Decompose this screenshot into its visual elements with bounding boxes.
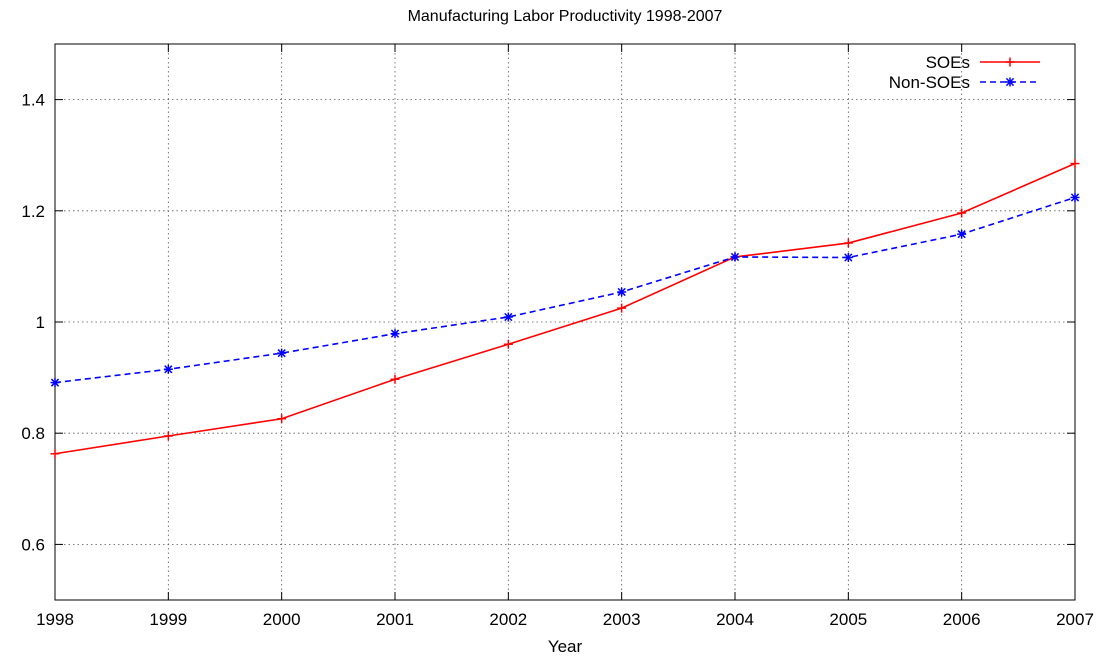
legend-marker bbox=[1005, 57, 1015, 67]
y-tick-label: 0.6 bbox=[21, 535, 45, 554]
legend-marker bbox=[1005, 77, 1015, 87]
x-tick-label: 2003 bbox=[603, 610, 641, 629]
x-tick-label: 2001 bbox=[376, 610, 414, 629]
data-point bbox=[843, 238, 853, 248]
data-point bbox=[617, 287, 627, 297]
data-point bbox=[503, 339, 513, 349]
legend-label: Non-SOEs bbox=[889, 73, 970, 92]
y-tick-label: 1 bbox=[36, 313, 45, 332]
data-point bbox=[163, 364, 173, 374]
data-point bbox=[730, 252, 740, 262]
grid bbox=[55, 44, 1075, 600]
legend-item: SOEs bbox=[926, 53, 1040, 72]
series-non-soes bbox=[50, 192, 1080, 388]
chart-title: Manufacturing Labor Productivity 1998-20… bbox=[408, 8, 723, 25]
data-point bbox=[957, 229, 967, 239]
x-tick-label: 2007 bbox=[1056, 610, 1094, 629]
series bbox=[50, 159, 1080, 459]
data-point bbox=[277, 414, 287, 424]
data-point bbox=[390, 374, 400, 384]
x-axis-title: Year bbox=[548, 637, 583, 656]
data-point bbox=[957, 208, 967, 218]
data-point bbox=[1070, 159, 1080, 169]
x-tick-label: 2004 bbox=[716, 610, 754, 629]
legend-item: Non-SOEs bbox=[889, 73, 1040, 92]
legend-label: SOEs bbox=[926, 53, 970, 72]
y-tick-label: 1.4 bbox=[21, 91, 45, 110]
data-point bbox=[163, 431, 173, 441]
data-point bbox=[50, 449, 60, 459]
x-tick-label: 2005 bbox=[829, 610, 867, 629]
x-tick-label: 2002 bbox=[489, 610, 527, 629]
x-tick-label: 2006 bbox=[943, 610, 981, 629]
x-tick-label: 2000 bbox=[263, 610, 301, 629]
series-line bbox=[54, 196, 1076, 384]
x-tick-label: 1998 bbox=[36, 610, 74, 629]
y-tick-label: 0.8 bbox=[21, 424, 45, 443]
data-point bbox=[503, 312, 513, 322]
data-point bbox=[1070, 192, 1080, 202]
ticks: 1998 1999 2000 2001 2002 2003 2004 2005 2006 2007… bbox=[21, 44, 1094, 629]
series-line bbox=[54, 162, 1076, 455]
x-tick-label: 1999 bbox=[149, 610, 187, 629]
data-point bbox=[843, 253, 853, 263]
y-tick-label: 1.2 bbox=[21, 202, 45, 221]
data-point bbox=[390, 329, 400, 339]
data-point bbox=[617, 303, 627, 313]
data-point bbox=[50, 378, 60, 388]
series-soes bbox=[50, 159, 1080, 459]
data-point bbox=[277, 348, 287, 358]
